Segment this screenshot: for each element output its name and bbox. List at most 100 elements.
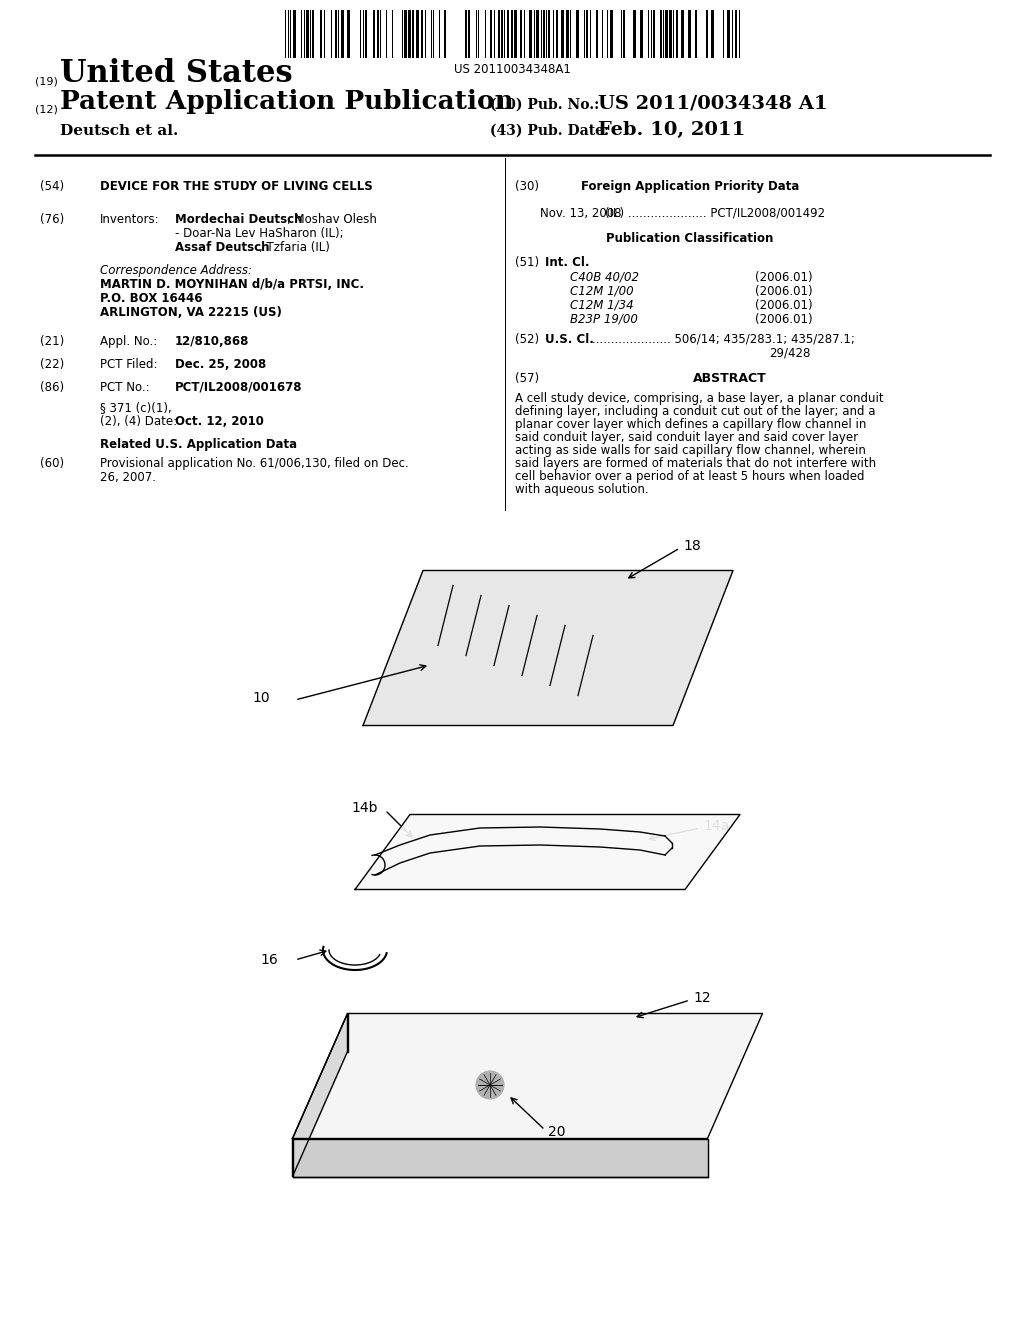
Text: PCT Filed:: PCT Filed: <box>100 358 158 371</box>
Bar <box>408 11 411 58</box>
Bar <box>365 11 367 58</box>
Text: , Moshav Olesh: , Moshav Olesh <box>287 213 377 226</box>
Bar <box>412 11 414 58</box>
Bar <box>548 11 550 58</box>
Text: acting as side walls for said capillary flow channel, wherein: acting as side walls for said capillary … <box>515 444 866 457</box>
Bar <box>653 11 655 58</box>
Bar <box>669 11 672 58</box>
Text: Foreign Application Priority Data: Foreign Application Priority Data <box>581 180 799 193</box>
Bar <box>451 11 453 58</box>
Text: (60): (60) <box>40 457 65 470</box>
Bar <box>716 11 719 58</box>
Text: (86): (86) <box>40 381 65 393</box>
Bar <box>688 11 691 58</box>
Bar <box>514 11 517 58</box>
Bar <box>319 11 322 58</box>
Text: (54): (54) <box>40 180 65 193</box>
Polygon shape <box>293 1014 347 1176</box>
Bar <box>596 11 598 58</box>
Text: Deutsch et al.: Deutsch et al. <box>60 124 178 139</box>
Bar <box>640 11 643 58</box>
Text: 26, 2007.: 26, 2007. <box>100 471 156 484</box>
Text: (2006.01): (2006.01) <box>755 300 813 312</box>
Text: Feb. 10, 2011: Feb. 10, 2011 <box>598 121 745 139</box>
Text: (10) Pub. No.:: (10) Pub. No.: <box>490 98 599 112</box>
Bar <box>529 11 532 58</box>
Text: C12M 1/00: C12M 1/00 <box>570 285 634 298</box>
Bar <box>471 11 474 58</box>
Bar <box>685 11 687 58</box>
Polygon shape <box>355 814 740 890</box>
Bar <box>352 11 355 58</box>
Text: ..................... 506/14; 435/283.1; 435/287.1;: ..................... 506/14; 435/283.1;… <box>592 333 855 346</box>
Text: 12: 12 <box>693 991 711 1005</box>
Bar <box>341 11 344 58</box>
Text: Nov. 13, 2008: Nov. 13, 2008 <box>540 207 622 220</box>
Text: ABSTRACT: ABSTRACT <box>693 372 767 385</box>
Bar <box>566 11 569 58</box>
Bar <box>377 11 379 58</box>
Polygon shape <box>293 1014 763 1138</box>
Bar <box>706 11 708 58</box>
Bar <box>692 11 694 58</box>
Text: , Tzfaria (IL): , Tzfaria (IL) <box>259 242 330 253</box>
Bar <box>458 11 461 58</box>
Text: 18: 18 <box>683 539 700 553</box>
Text: (2006.01): (2006.01) <box>755 271 813 284</box>
Bar <box>586 11 588 58</box>
Bar <box>480 11 483 58</box>
Bar <box>370 11 372 58</box>
Bar <box>468 11 470 58</box>
Bar <box>490 11 492 58</box>
Text: Assaf Deutsch: Assaf Deutsch <box>175 242 269 253</box>
Text: 16: 16 <box>260 953 278 968</box>
Text: Inventors:: Inventors: <box>100 213 160 226</box>
Bar <box>444 11 446 58</box>
Text: 14a: 14a <box>703 818 729 833</box>
Text: (22): (22) <box>40 358 65 371</box>
Text: (2), (4) Date:: (2), (4) Date: <box>100 414 177 428</box>
Bar <box>347 11 350 58</box>
Bar <box>604 11 606 58</box>
Polygon shape <box>293 1138 708 1176</box>
Bar <box>665 11 668 58</box>
Bar <box>327 11 330 58</box>
Text: (76): (76) <box>40 213 65 226</box>
Text: (43) Pub. Date:: (43) Pub. Date: <box>490 124 609 139</box>
Bar <box>315 11 317 58</box>
Bar <box>573 11 575 58</box>
Text: U.S. Cl.: U.S. Cl. <box>545 333 594 346</box>
Text: 20: 20 <box>548 1125 565 1139</box>
Text: PCT No.:: PCT No.: <box>100 381 150 393</box>
Bar <box>695 11 697 58</box>
Bar <box>735 11 737 58</box>
Text: (IL) ..................... PCT/IL2008/001492: (IL) ..................... PCT/IL2008/00… <box>605 207 825 220</box>
Text: (21): (21) <box>40 335 65 348</box>
Text: defining layer, including a conduit cut out of the layer; and a: defining layer, including a conduit cut … <box>515 405 876 418</box>
Bar <box>373 11 375 58</box>
Bar <box>543 11 545 58</box>
Bar <box>703 11 705 58</box>
Bar <box>633 11 636 58</box>
Bar <box>356 11 358 58</box>
Text: US 20110034348A1: US 20110034348A1 <box>454 63 570 77</box>
Bar <box>498 11 500 58</box>
Text: C40B 40/02: C40B 40/02 <box>570 271 639 284</box>
Text: cell behavior over a period of at least 5 hours when loaded: cell behavior over a period of at least … <box>515 470 864 483</box>
Bar <box>312 11 314 58</box>
Text: Oct. 12, 2010: Oct. 12, 2010 <box>175 414 264 428</box>
Text: Correspondence Address:: Correspondence Address: <box>100 264 252 277</box>
Bar <box>561 11 564 58</box>
Text: ARLINGTON, VA 22215 (US): ARLINGTON, VA 22215 (US) <box>100 306 282 319</box>
Text: 10: 10 <box>252 690 270 705</box>
Bar <box>623 11 625 58</box>
Bar <box>536 11 539 58</box>
Bar <box>727 11 730 58</box>
Text: (2006.01): (2006.01) <box>755 285 813 298</box>
Text: Appl. No.:: Appl. No.: <box>100 335 158 348</box>
Text: A cell study device, comprising, a base layer, a planar conduit: A cell study device, comprising, a base … <box>515 392 884 405</box>
Bar <box>297 11 299 58</box>
Bar <box>575 11 579 58</box>
Bar <box>306 11 309 58</box>
Text: with aqueous solution.: with aqueous solution. <box>515 483 648 496</box>
